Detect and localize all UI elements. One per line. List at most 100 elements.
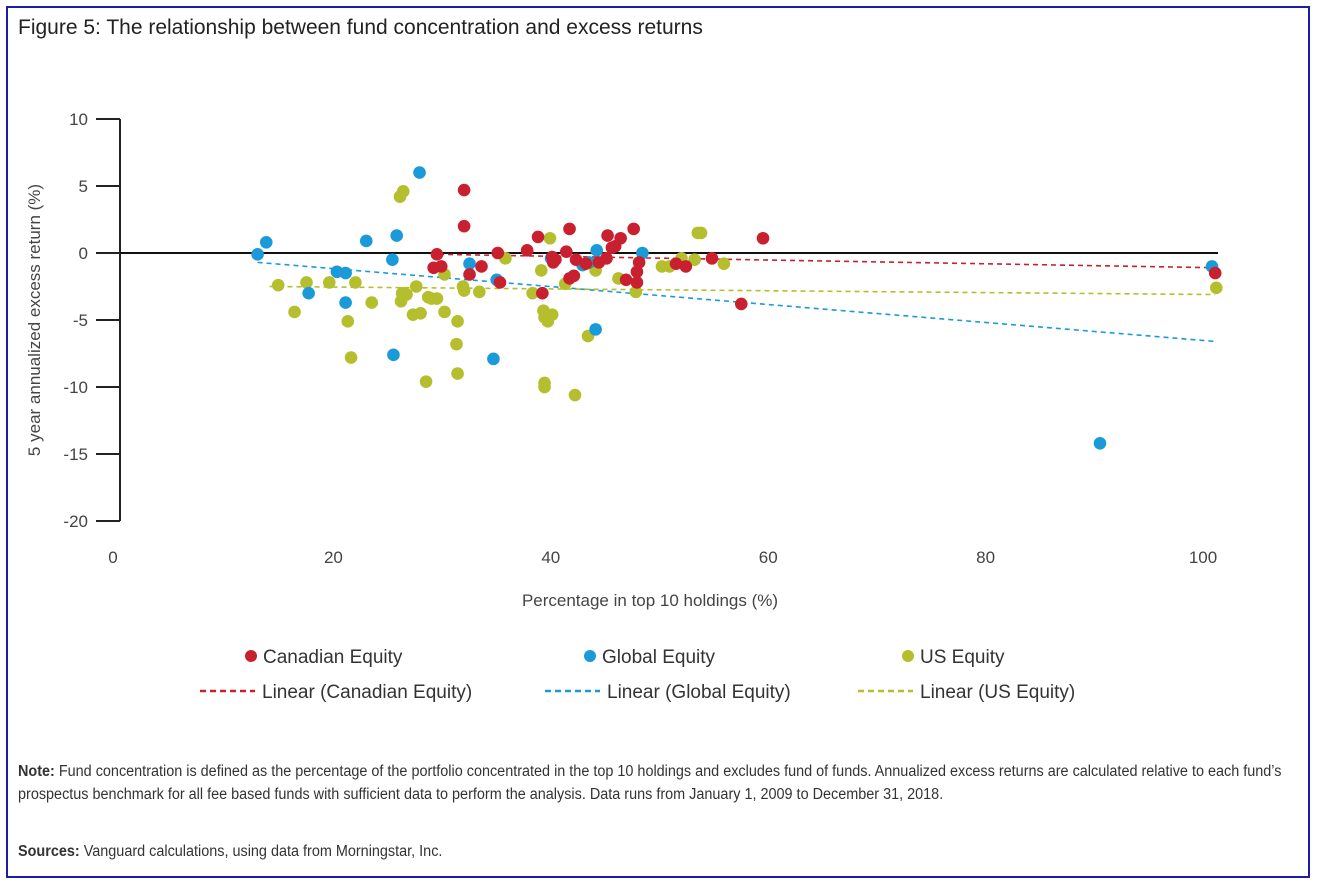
data-point — [536, 286, 549, 300]
y-tick-label: -5 — [73, 311, 88, 330]
legend-label: Linear (Canadian Equity) — [262, 682, 472, 703]
x-tick-label: 40 — [541, 548, 560, 567]
y-tick-label: -20 — [63, 512, 88, 531]
data-point — [619, 273, 633, 287]
data-point — [323, 276, 336, 289]
data-point — [302, 286, 315, 300]
data-point — [400, 288, 413, 301]
data-point — [679, 260, 693, 273]
data-point — [434, 260, 448, 273]
note-label: Note: — [18, 763, 55, 780]
data-point — [438, 305, 451, 319]
data-point — [387, 348, 400, 362]
data-point — [601, 229, 614, 242]
data-point — [341, 315, 355, 328]
data-point — [493, 276, 507, 289]
legend-marker — [902, 650, 914, 662]
legend-label: Linear (Global Equity) — [607, 682, 791, 703]
data-point — [300, 276, 313, 289]
data-point — [590, 244, 604, 257]
data-point — [589, 323, 602, 336]
legend-label: US Equity — [920, 647, 1005, 668]
data-point — [409, 280, 423, 293]
data-point — [717, 257, 731, 271]
data-point — [457, 219, 471, 233]
data-point — [271, 278, 285, 292]
data-point — [251, 248, 264, 261]
y-tick-label: 10 — [69, 110, 88, 129]
data-point — [491, 246, 505, 260]
data-point — [451, 367, 464, 380]
data-point — [549, 253, 562, 266]
data-point — [487, 352, 500, 366]
data-point — [386, 253, 399, 266]
data-point — [414, 307, 427, 320]
data-point — [734, 297, 748, 311]
data-point — [457, 284, 471, 297]
sources-text: Vanguard calculations, using data from M… — [79, 843, 443, 860]
data-point — [359, 234, 373, 248]
data-point — [475, 260, 488, 273]
data-point — [457, 183, 471, 197]
x-tick-label: 80 — [976, 548, 995, 567]
data-point — [430, 248, 444, 261]
data-point — [627, 222, 640, 236]
data-point — [579, 257, 593, 271]
data-point — [567, 269, 581, 283]
data-point — [451, 315, 464, 328]
figure-frame — [6, 6, 1310, 878]
data-point — [288, 305, 301, 319]
data-point — [569, 253, 583, 266]
data-point — [339, 296, 352, 309]
data-point — [450, 337, 463, 351]
note: Note: Fund concentration is defined as t… — [18, 760, 1301, 806]
legend-label: Global Equity — [602, 647, 716, 668]
sources: Sources: Vanguard calculations, using da… — [18, 843, 442, 861]
y-tick-label: 5 — [79, 177, 88, 196]
data-point — [694, 226, 708, 240]
legend-label: Canadian Equity — [263, 647, 403, 668]
data-point — [520, 244, 534, 257]
data-point — [1208, 266, 1222, 280]
data-point — [614, 231, 627, 245]
data-point — [669, 257, 683, 271]
legend-marker — [245, 650, 257, 662]
data-point — [463, 257, 476, 271]
data-point — [430, 292, 444, 305]
data-point — [688, 253, 701, 266]
data-point — [756, 231, 770, 245]
data-point — [545, 308, 559, 321]
x-tick-label: 100 — [1189, 548, 1217, 567]
data-point — [538, 380, 551, 394]
data-point — [568, 388, 582, 402]
data-point — [705, 252, 719, 265]
x-axis-label: Percentage in top 10 holdings (%) — [522, 591, 778, 610]
y-tick-label: -15 — [63, 445, 88, 464]
data-point — [630, 276, 644, 289]
data-point — [349, 276, 362, 289]
data-point — [473, 285, 486, 299]
data-point — [396, 185, 410, 198]
data-point — [419, 375, 433, 388]
data-point — [559, 245, 573, 258]
data-point — [390, 229, 404, 242]
data-point — [339, 266, 352, 280]
data-point — [600, 252, 613, 265]
sources-label: Sources: — [18, 843, 80, 860]
data-point — [531, 230, 545, 244]
x-tick-label: 20 — [324, 548, 343, 567]
data-point — [526, 286, 539, 300]
data-point — [563, 222, 576, 236]
data-point — [365, 296, 379, 309]
x-tick-label: 0 — [108, 548, 117, 567]
y-axis-label: 5 year annualized excess return (%) — [25, 184, 44, 456]
data-point — [630, 265, 644, 279]
y-tick-label: 0 — [79, 244, 88, 263]
data-point — [632, 256, 646, 269]
x-tick-label: 60 — [759, 548, 778, 567]
data-point — [344, 351, 358, 364]
data-point — [1210, 281, 1223, 295]
data-point — [534, 264, 548, 277]
legend-label: Linear (US Equity) — [920, 682, 1075, 703]
